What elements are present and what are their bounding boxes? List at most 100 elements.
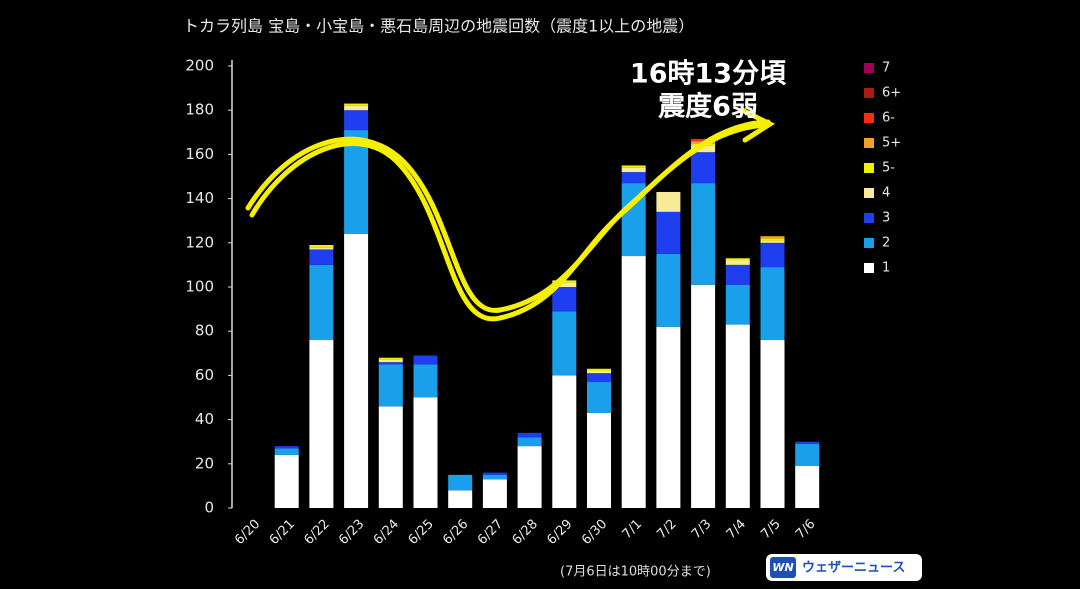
bar-segment bbox=[691, 145, 716, 153]
bar-segment bbox=[309, 245, 334, 248]
bar-segment bbox=[378, 359, 403, 363]
bar-segment bbox=[691, 152, 716, 184]
legend-swatch bbox=[864, 263, 874, 273]
y-tick-label: 200 bbox=[185, 57, 214, 75]
bar-segment bbox=[552, 375, 577, 508]
bar-segment bbox=[691, 183, 716, 285]
y-tick-label: 160 bbox=[185, 145, 214, 163]
y-tick-label: 60 bbox=[195, 366, 214, 384]
bar-segment bbox=[587, 382, 611, 413]
bar-segment bbox=[413, 355, 438, 365]
legend-label: 1 bbox=[882, 261, 890, 276]
bar-segment bbox=[274, 448, 299, 455]
bar-segment bbox=[517, 446, 542, 508]
bar-segment bbox=[656, 191, 681, 212]
bar-segment bbox=[587, 373, 611, 383]
bar-segment bbox=[656, 253, 681, 327]
bar-segment bbox=[760, 340, 785, 508]
legend-label: 5- bbox=[882, 161, 895, 176]
arrow bbox=[245, 107, 776, 322]
y-tick-label: 20 bbox=[195, 454, 214, 472]
bar-segment bbox=[552, 311, 577, 376]
bar-segment bbox=[760, 240, 785, 243]
logo-icon: WN bbox=[772, 561, 793, 574]
legend-swatch bbox=[864, 113, 874, 123]
bar-segment bbox=[448, 490, 473, 508]
bar-segment bbox=[378, 362, 403, 365]
y-tick-label: 120 bbox=[185, 233, 214, 251]
bar-segment bbox=[760, 267, 785, 341]
legend-swatch bbox=[864, 63, 874, 73]
legend-label: 2 bbox=[882, 236, 890, 251]
bar-segment bbox=[795, 441, 820, 444]
legend-label: 6- bbox=[882, 111, 895, 126]
y-tick-label: 180 bbox=[185, 101, 214, 119]
bar-segment bbox=[621, 256, 646, 508]
legend-label: 4 bbox=[882, 186, 890, 201]
legend-label: 7 bbox=[882, 61, 890, 76]
bar-segment bbox=[760, 238, 785, 241]
bar-segment bbox=[656, 211, 681, 254]
bar-segment bbox=[795, 466, 820, 508]
bar-segment bbox=[344, 233, 369, 508]
logo-icon-box bbox=[770, 557, 796, 578]
legend-swatch bbox=[864, 238, 874, 248]
logo-box bbox=[766, 554, 922, 581]
bar-segment bbox=[587, 368, 611, 371]
legend-swatch bbox=[864, 163, 874, 173]
bar-segment bbox=[552, 287, 577, 312]
bar-segment bbox=[587, 412, 611, 508]
annotation: 震度6弱 bbox=[658, 91, 758, 123]
bar-segment bbox=[378, 406, 403, 508]
bar-segment bbox=[517, 432, 542, 438]
legend-swatch bbox=[864, 88, 874, 98]
bar-segment bbox=[691, 284, 716, 508]
logo-text: ウェザーニュース bbox=[802, 561, 905, 576]
bar-segment bbox=[795, 443, 820, 467]
bar-segment bbox=[344, 130, 369, 234]
legend-swatch bbox=[864, 188, 874, 198]
bar-segment bbox=[760, 242, 785, 268]
bar-segment bbox=[621, 167, 646, 173]
bar-segment bbox=[309, 264, 334, 341]
chart-title: トカラ列島 宝島・小宝島・悪石島周辺の地震回数（震度1以上の地震） bbox=[183, 17, 694, 36]
bar-segment bbox=[482, 479, 507, 508]
bar-segment bbox=[309, 249, 334, 265]
y-tick-label: 100 bbox=[185, 278, 214, 296]
bar-segment bbox=[760, 236, 785, 239]
bar-segment bbox=[725, 284, 750, 325]
bar-segment bbox=[378, 357, 403, 360]
bar-segment bbox=[482, 474, 507, 480]
legend-swatch bbox=[864, 138, 874, 148]
bar-segment bbox=[274, 446, 299, 449]
legend-label: 5+ bbox=[882, 136, 901, 151]
bar-segment bbox=[344, 110, 369, 131]
bar-segment bbox=[482, 472, 507, 475]
y-tick-label: 80 bbox=[195, 322, 214, 340]
y-tick-label: 40 bbox=[195, 410, 214, 428]
bar-segment bbox=[448, 474, 473, 491]
legend-swatch bbox=[864, 213, 874, 223]
y-tick-label: 140 bbox=[185, 189, 214, 207]
bar-segment bbox=[587, 370, 611, 374]
bar-segment bbox=[725, 264, 750, 285]
bar-segment bbox=[552, 282, 577, 287]
footnote: (7月6日は10時00分まで) bbox=[560, 565, 711, 580]
bar-segment bbox=[621, 172, 646, 184]
bar-segment bbox=[309, 340, 334, 508]
bar-segment bbox=[725, 258, 750, 261]
bar-segment bbox=[517, 437, 542, 447]
bar-segment bbox=[656, 326, 681, 508]
bar-segment bbox=[378, 364, 403, 407]
legend-label: 3 bbox=[882, 211, 890, 226]
bar-segment bbox=[344, 103, 369, 106]
bar-segment bbox=[725, 324, 750, 508]
bar-segment bbox=[344, 105, 369, 111]
bar-segment bbox=[413, 397, 438, 508]
y-tick-label: 0 bbox=[204, 499, 214, 517]
bar-segment bbox=[691, 138, 716, 142]
bar-segment bbox=[309, 247, 334, 250]
bar-segment bbox=[413, 364, 438, 398]
